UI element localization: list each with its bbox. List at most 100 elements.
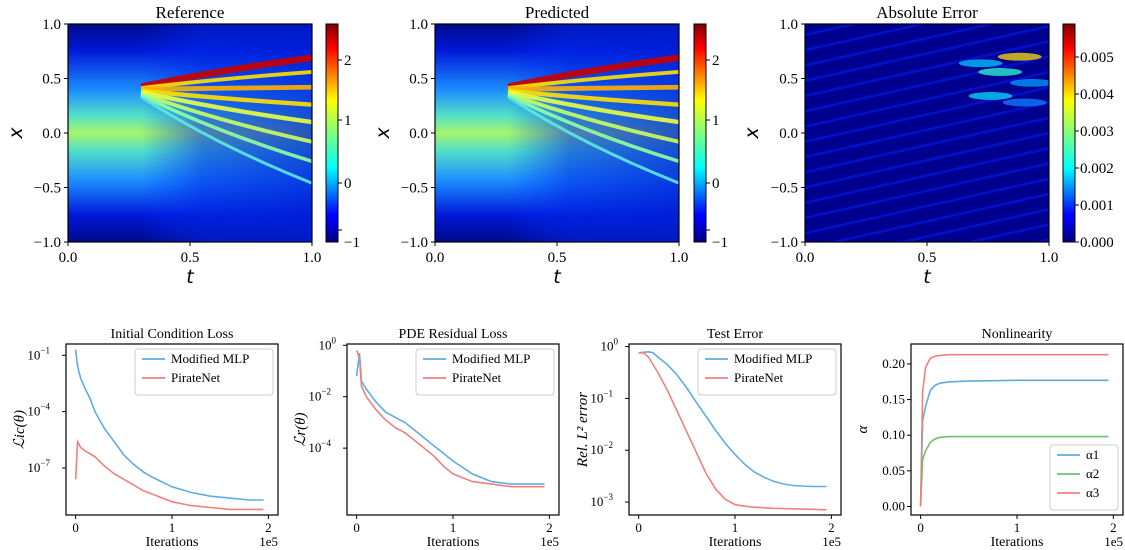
heatmap-panel-reference: Reference 0.0 0.5 1.0 −1.0 −0.5 0.0 0.5 … (5, 3, 360, 288)
y-tick-label: −1.0 (34, 235, 61, 251)
x-axis-label: t (923, 266, 932, 288)
y-tick-label: 100 (319, 335, 337, 352)
legend-entry: PirateNet (452, 370, 501, 385)
y-tick-label: 10−1 (590, 388, 613, 405)
x-tick-label: 0.5 (548, 250, 567, 266)
heatmap-image (67, 23, 313, 243)
y-tick-label: 100 (601, 337, 619, 354)
y-tick-label: 1.0 (409, 17, 428, 33)
y-axis-label: x (5, 127, 27, 140)
line-chart-0: Initial Condition Loss 0 1 2 Iterations 1e5 10… (12, 327, 279, 550)
colorbar-tick-label: 0.005 (1080, 50, 1114, 66)
colorbar-ticks: 0.000 0.001 0.002 0.003 0.004 0.005 (1075, 50, 1114, 251)
y-tick-label: 10−1 (27, 345, 50, 362)
x-multiplier-label: 1e5 (540, 534, 559, 549)
x-tick-label: 0.5 (918, 250, 937, 266)
y-tick-label: 0.5 (42, 72, 61, 88)
heatmap-panel-predicted: Predicted 0.0 0.5 1.0 −1.0 −0.5 0.0 0.5 … (372, 3, 728, 288)
y-tick-label: −0.5 (771, 181, 798, 197)
legend-entry: α3 (1086, 485, 1099, 500)
x-tick-label: 1 (450, 520, 457, 535)
x-tick-label: 0.0 (59, 250, 78, 266)
heatmap-panel-absolute-error: Absolute Error 0.0 0.5 1.0 −1.0 −0.5 0.0… (741, 3, 1114, 288)
x-tick-label: 1 (169, 520, 176, 535)
y-tick-label: −1.0 (771, 235, 798, 251)
line-chart-3: Nonlinearity 0 1 2 Iterations 1e5 0.00 0.05 0.10… (855, 327, 1124, 550)
legend-box (134, 348, 274, 396)
x-axis-label: Iterations (427, 535, 480, 550)
legend-entry: Modified MLP (452, 351, 530, 366)
line-chart-2: Test Error 0 1 2 Iterations 1e5 100 10−1 10−2 10−… (575, 327, 842, 550)
y-axis-label: x (372, 127, 394, 140)
legend-entry: PirateNet (734, 370, 783, 385)
y-tick-label: 1.0 (42, 17, 61, 33)
x-tick-label: 0.0 (426, 250, 445, 266)
series-line (355, 350, 545, 488)
colorbar (693, 23, 707, 243)
series-line (74, 349, 264, 501)
x-axis-label: Iterations (991, 535, 1044, 550)
y-tick-label: 0.5 (779, 72, 798, 88)
colorbar-tick-label: 1 (712, 113, 720, 129)
legend: Modified MLP PirateNet (134, 348, 274, 396)
legend-entry: α1 (1086, 447, 1099, 462)
heatmap-image (804, 23, 1050, 243)
series-line (919, 435, 1109, 507)
chart-title: PDE Residual Loss (399, 327, 508, 342)
legend-entry: Modified MLP (171, 351, 249, 366)
y-tick-label: 0.0 (409, 126, 428, 142)
x-multiplier-label: 1e5 (259, 534, 278, 549)
x-tick-label: 0 (72, 520, 79, 535)
colorbar-tick-label: 0.004 (1080, 87, 1114, 103)
y-axis-ticks: −1.0 −0.5 0.0 0.5 1.0 (771, 17, 805, 251)
legend-entry: α2 (1086, 466, 1099, 481)
y-axis-label: Rel. L² error (575, 392, 591, 468)
panel-title: Absolute Error (876, 3, 978, 22)
y-axis-label: x (741, 127, 763, 140)
colorbar-ticks: −1 0 1 2 (706, 53, 728, 251)
legend-entry: Modified MLP (734, 351, 812, 366)
colorbar-tick-label: 0.001 (1080, 198, 1114, 214)
x-tick-label: 2 (265, 520, 272, 535)
colorbar-tick-label: 2 (712, 53, 720, 69)
x-tick-label: 2 (1110, 520, 1117, 535)
series-line (74, 438, 264, 511)
colorbar-tick-label: 2 (344, 53, 352, 69)
x-tick-label: 1 (732, 520, 739, 535)
panel-title: Predicted (525, 3, 590, 22)
x-tick-label: 1.0 (1040, 250, 1059, 266)
y-tick-label: 10−7 (27, 458, 50, 475)
colorbar-tick-label: 0.002 (1080, 161, 1114, 177)
x-tick-label: 0 (917, 520, 924, 535)
y-axis-label: ℒic(θ) (12, 410, 28, 449)
y-tick-label: 0.05 (882, 463, 905, 478)
x-tick-label: 2 (828, 520, 835, 535)
x-tick-label: 0.0 (796, 250, 815, 266)
y-tick-label: 10−2 (308, 387, 331, 404)
y-tick-label: 0.00 (882, 498, 905, 513)
x-axis-label: Iterations (146, 535, 199, 550)
legend: α1 α2 α3 (1049, 444, 1119, 511)
colorbar-tick-label: 0.003 (1080, 124, 1114, 140)
x-axis-label: Iterations (709, 535, 762, 550)
y-tick-label: −1.0 (401, 235, 428, 251)
x-multiplier-label: 1e5 (1104, 534, 1123, 549)
y-tick-label: 0.20 (882, 356, 905, 371)
x-tick-label: 1 (1014, 520, 1021, 535)
chart-title: Initial Condition Loss (111, 327, 234, 342)
colorbar-tick-label: −1 (712, 235, 728, 251)
y-tick-label: 10−2 (590, 440, 613, 457)
x-multiplier-label: 1e5 (822, 534, 841, 549)
y-tick-label: 1.0 (779, 17, 798, 33)
series-line (919, 353, 1109, 507)
heatmap-image (434, 23, 680, 243)
y-tick-label: 0.15 (882, 392, 905, 407)
x-axis-ticks: 0.0 0.5 1.0 (426, 242, 688, 266)
legend-box (697, 348, 837, 396)
colorbar-tick-label: 0 (712, 176, 720, 192)
y-tick-label: 0.0 (779, 126, 798, 142)
colorbar-tick-label: 0 (344, 176, 352, 192)
series-line (638, 351, 827, 511)
colorbar-tick-label: 0.000 (1080, 235, 1114, 251)
